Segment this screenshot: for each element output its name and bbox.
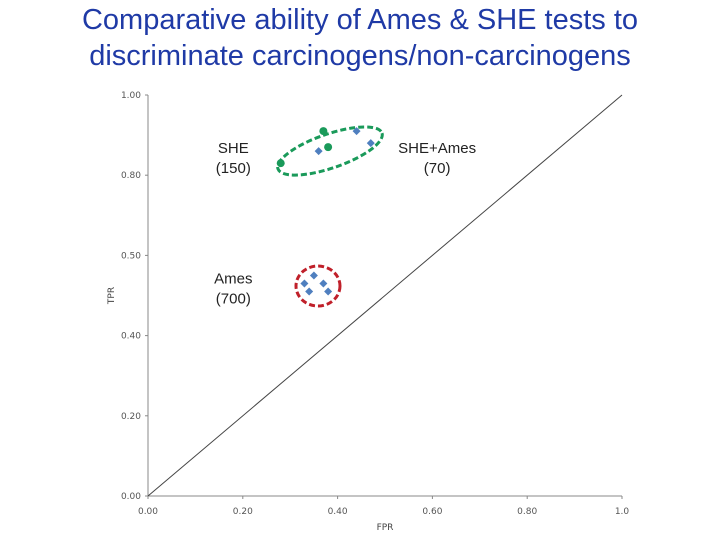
y-axis-title: TPR <box>107 287 117 305</box>
x-tick-label: 0.80 <box>517 507 537 517</box>
y-tick-label: 0.80 <box>121 171 141 181</box>
y-tick-label: 0.50 <box>121 251 141 261</box>
diagonal-reference-line <box>147 94 623 497</box>
data-point-circle <box>319 127 328 136</box>
annotation-label-1-line1: SHE+Ames <box>398 140 476 157</box>
annotation-label-2-line2: (700) <box>216 290 251 307</box>
y-tick-label: 1.00 <box>121 91 141 101</box>
data-point-diamond <box>300 279 309 288</box>
x-tick-label: 0.00 <box>138 507 158 517</box>
x-axis-title: FPR <box>377 523 394 533</box>
annotation-label-2-line1: Ames <box>214 270 252 287</box>
she-group-ring <box>276 125 384 177</box>
x-tick-label: 1.0 <box>615 507 630 517</box>
chart-title: Comparative ability of Ames & SHE tests … <box>0 2 720 74</box>
data-point-circle <box>276 159 285 168</box>
annotation-label-0-line2: (150) <box>216 160 251 177</box>
data-point-diamond <box>314 147 323 156</box>
annotation-label-1-line2: (70) <box>424 160 451 177</box>
data-point-diamond <box>352 127 361 136</box>
data-point-diamond <box>324 287 333 296</box>
ames-group-ring <box>294 264 342 308</box>
x-tick-label: 0.60 <box>422 507 442 517</box>
y-tick-label: 0.00 <box>121 492 141 502</box>
data-point-circle <box>324 143 333 152</box>
title-line-2: discriminate carcinogens/non-carcinogens <box>89 40 631 72</box>
title-line-1: Comparative ability of Ames & SHE tests … <box>81 4 639 36</box>
x-tick-label: 0.40 <box>328 507 348 517</box>
data-point-diamond <box>366 139 375 148</box>
data-point-diamond <box>319 279 328 288</box>
y-tick-label: 0.40 <box>121 332 141 342</box>
y-tick-label: 0.20 <box>121 412 141 422</box>
x-tick-label: 0.20 <box>233 507 253 517</box>
data-point-diamond <box>305 287 314 296</box>
data-point-diamond <box>309 271 318 280</box>
annotation-label-0-line1: SHE <box>218 140 249 157</box>
